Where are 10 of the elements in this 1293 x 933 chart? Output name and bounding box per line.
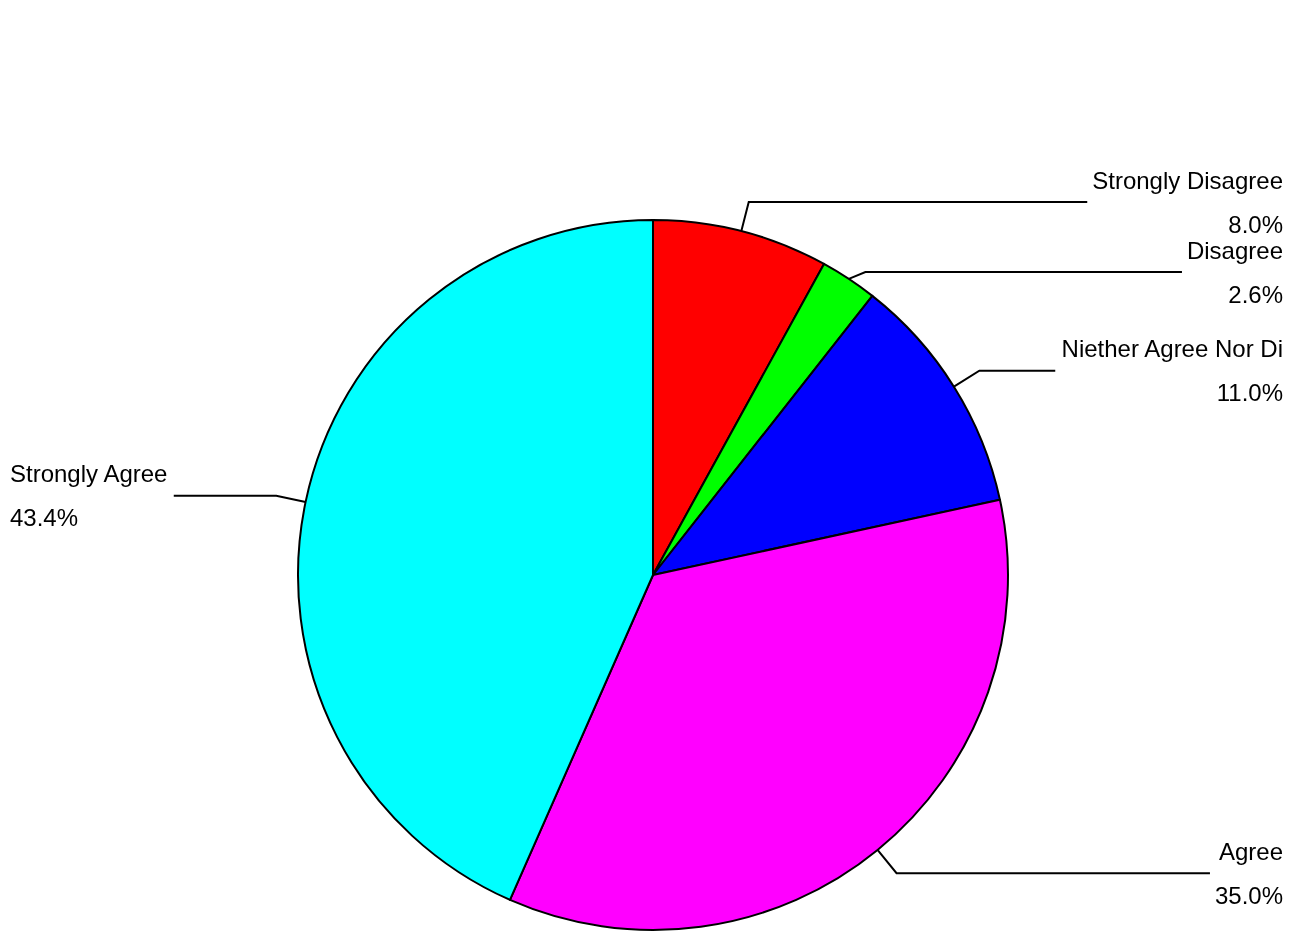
- data-label: 35.0%: [1214, 881, 1283, 909]
- slice-label: Niether Agree Nor Di: [1061, 335, 1283, 363]
- data-label: 8.0%: [1228, 210, 1283, 238]
- slice-label: Strongly Disagree: [1092, 166, 1283, 194]
- data-label: 2.6%: [1228, 280, 1283, 308]
- data-label: 43.4%: [10, 504, 79, 532]
- slice-label: Strongly Agree: [10, 460, 168, 488]
- slice-label: Disagree: [1186, 236, 1283, 264]
- data-label: 11.0%: [1216, 379, 1283, 407]
- slice-label: Agree: [1218, 837, 1283, 865]
